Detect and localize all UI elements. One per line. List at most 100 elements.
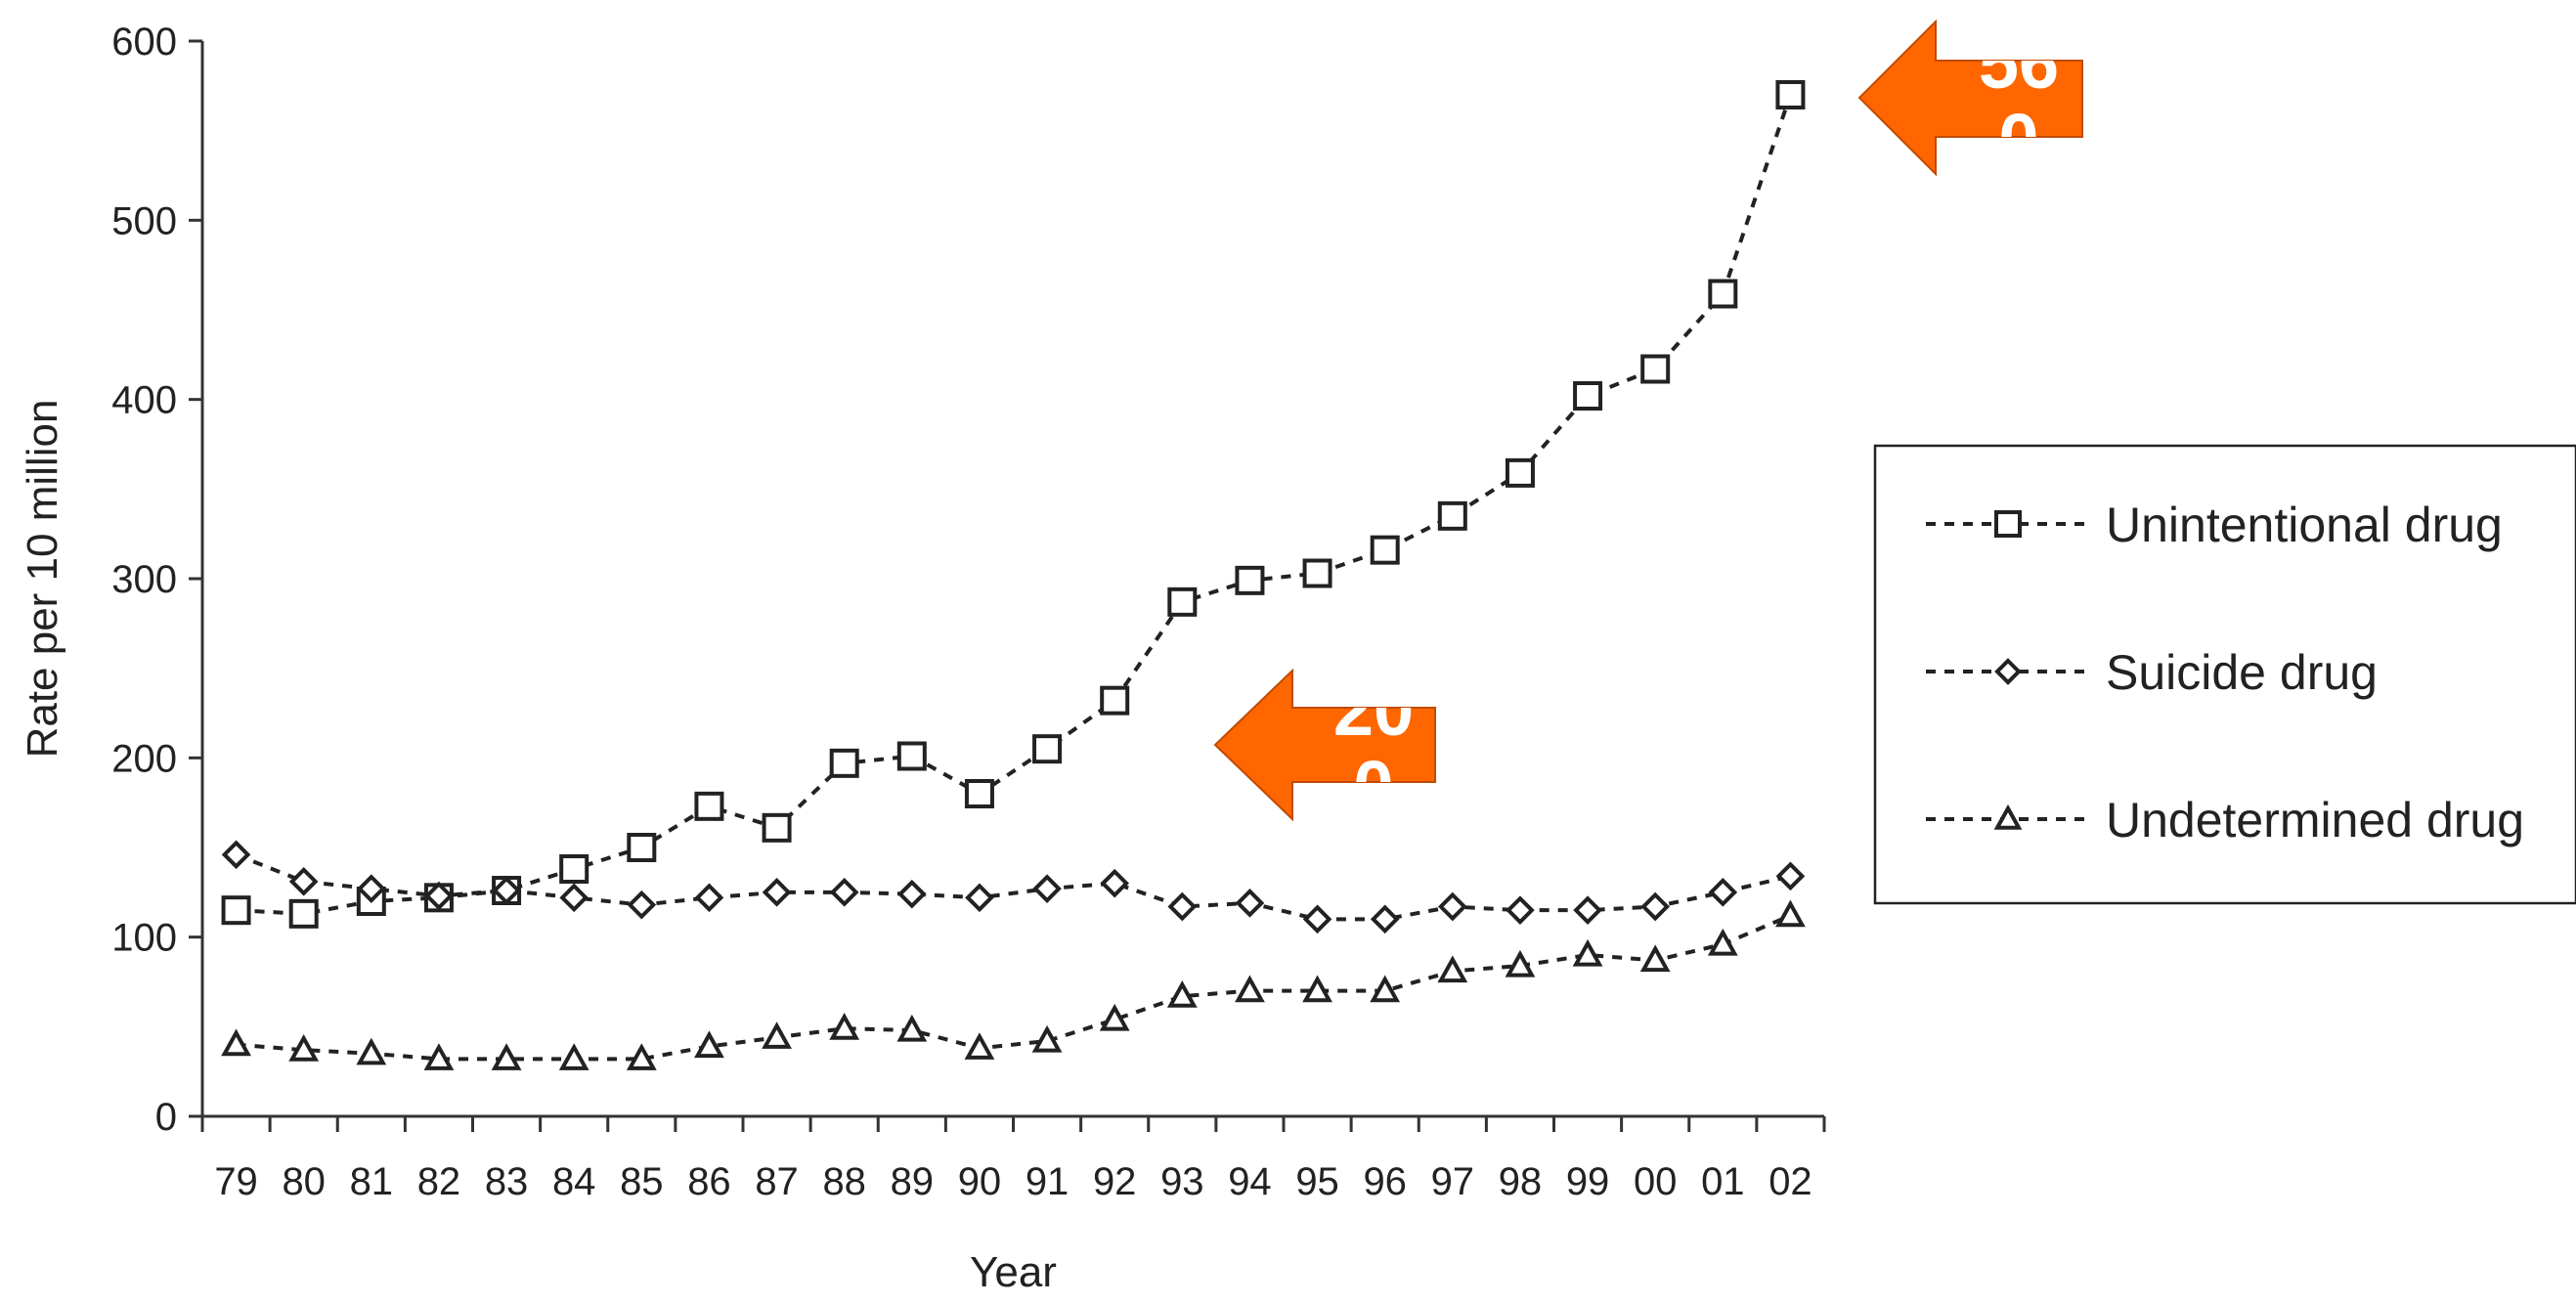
x-tick-label: 89 <box>891 1160 935 1203</box>
data-point <box>558 1043 589 1070</box>
data-point <box>694 883 724 913</box>
x-tick-label: 83 <box>485 1160 529 1203</box>
y-tick-label: 100 <box>111 917 177 960</box>
data-point <box>356 874 386 903</box>
legend-box <box>1873 444 2576 905</box>
data-point <box>829 748 859 778</box>
data-point <box>1437 955 1468 983</box>
data-point <box>896 1014 928 1042</box>
y-tick-label: 400 <box>111 379 177 422</box>
data-point <box>964 1032 995 1060</box>
data-point <box>221 895 251 926</box>
series-line <box>236 913 1792 1062</box>
x-tick-label: 98 <box>1499 1160 1543 1203</box>
data-point <box>1640 891 1671 922</box>
y-tick-label: 300 <box>111 558 177 601</box>
data-point <box>762 878 792 907</box>
data-point <box>896 741 927 771</box>
x-tick-label: 88 <box>822 1160 866 1203</box>
data-point <box>829 878 859 907</box>
x-tick-label: 92 <box>1093 1160 1137 1203</box>
x-tick-label: 79 <box>214 1160 258 1203</box>
x-tick-label: 00 <box>1634 1160 1678 1203</box>
data-point <box>1708 279 1738 309</box>
legend: Unintentional drug Suicide drug Undetermin… <box>1873 444 2576 905</box>
data-point <box>491 1043 522 1070</box>
data-point <box>896 879 927 909</box>
x-tick-label: 99 <box>1566 1160 1610 1203</box>
legend-entry: Unintentional drug <box>1926 498 2503 552</box>
x-tick-label: 93 <box>1160 1160 1204 1203</box>
series-line <box>236 94 1793 916</box>
data-point <box>356 1037 387 1065</box>
data-point <box>627 890 657 920</box>
x-tick-label: 02 <box>1768 1160 1812 1203</box>
data-point <box>559 883 589 913</box>
x-tick-label: 82 <box>417 1160 461 1203</box>
data-point <box>762 812 792 843</box>
data-point <box>1031 1024 1063 1053</box>
data-point <box>288 867 319 896</box>
data-point <box>1302 904 1332 934</box>
data-point <box>1437 891 1467 922</box>
x-tick-label: 86 <box>687 1160 731 1203</box>
data-point <box>1166 980 1198 1008</box>
data-point <box>288 898 319 929</box>
data-point <box>1775 861 1806 891</box>
x-tick-label: 01 <box>1701 1160 1745 1203</box>
data-point <box>1572 938 1603 967</box>
data-point <box>1573 381 1603 411</box>
data-point <box>221 1028 251 1057</box>
data-point <box>1100 685 1130 716</box>
data-point <box>1235 565 1265 595</box>
data-point <box>1032 874 1062 903</box>
data-point <box>1370 975 1401 1003</box>
data-point <box>1775 80 1806 109</box>
data-point <box>1640 354 1671 384</box>
x-tick-label: 94 <box>1228 1160 1272 1203</box>
data-point <box>694 791 724 821</box>
x-ticks: 79 80 81 82 83 84 85 86 87 88 89 90 91 92 93 94 95 96 97 98… <box>200 1116 1826 1203</box>
legend-label: Unintentional drug <box>2106 498 2503 552</box>
data-point <box>1370 904 1400 934</box>
data-point <box>1302 558 1332 588</box>
y-tick-label: 200 <box>111 737 177 780</box>
data-point <box>626 1043 657 1070</box>
data-point <box>1505 949 1536 977</box>
series-line <box>235 852 1791 922</box>
data-point <box>559 854 589 884</box>
data-point <box>1370 535 1400 565</box>
data-point <box>1437 500 1467 531</box>
x-tick-label: 97 <box>1431 1160 1475 1203</box>
data-point <box>288 1034 320 1062</box>
callout-arrow-shape <box>1857 19 2083 177</box>
legend-entries: Unintentional drug Suicide drug Undetermin… <box>1926 498 2524 847</box>
data-point <box>424 881 454 911</box>
data-point <box>1505 457 1535 488</box>
y-ticks: 0 100 200 300 400 500 600 <box>111 21 202 1139</box>
legend-entry: Suicide drug <box>1926 645 2378 700</box>
y-axis-label: Rate per 10 million <box>19 400 66 759</box>
legend-marker <box>1994 510 2022 538</box>
data-point <box>1100 868 1130 898</box>
x-tick-label: 84 <box>552 1160 596 1203</box>
data-point <box>423 1043 455 1070</box>
callout-text: 20 0 <box>1333 670 1414 827</box>
x-tick-label: 81 <box>350 1160 394 1203</box>
data-point <box>221 840 251 870</box>
data-point <box>1775 899 1806 928</box>
series-diamond <box>221 840 1806 934</box>
data-point <box>627 833 657 862</box>
data-point <box>829 1013 860 1040</box>
data-point <box>1573 895 1602 925</box>
data-point <box>1167 891 1198 922</box>
data-point <box>1032 734 1063 764</box>
data-point <box>694 1030 724 1059</box>
callout-arrow: 20 0 <box>1213 668 1436 827</box>
data-point <box>1639 944 1671 973</box>
y-tick-label: 500 <box>111 199 177 242</box>
y-tick-label: 600 <box>111 21 177 64</box>
data-point <box>1099 1003 1130 1031</box>
